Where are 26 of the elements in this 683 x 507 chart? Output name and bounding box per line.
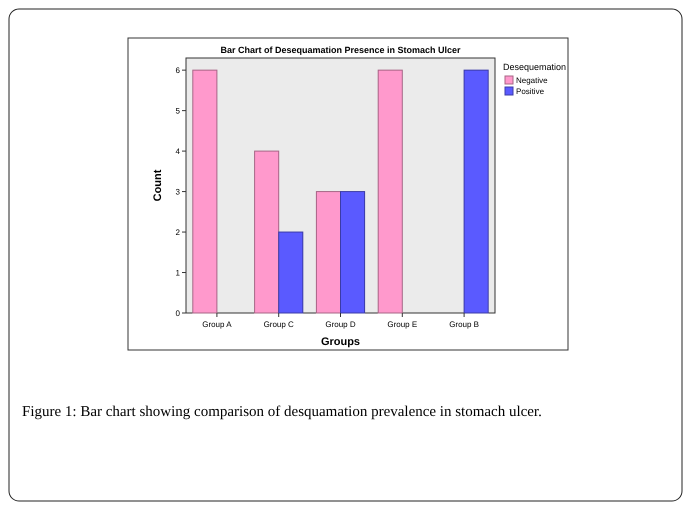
bar: [464, 70, 489, 314]
bar: [340, 191, 366, 314]
bar: [378, 70, 403, 314]
x-tick-label: Group B: [449, 320, 479, 329]
legend-label: Positive: [516, 87, 545, 96]
y-tick-label: 1: [176, 268, 181, 278]
legend-title: Desequemation: [503, 62, 566, 72]
y-axis-title: Count: [152, 169, 164, 202]
y-tick-label: 6: [176, 66, 181, 76]
y-tick-label: 0: [176, 309, 181, 318]
bar: [278, 232, 304, 314]
bar: [254, 150, 280, 314]
y-tick-label: 3: [176, 188, 181, 197]
y-tick-label: 5: [176, 106, 181, 116]
x-tick-label: Group A: [202, 320, 232, 329]
y-tick-label: 4: [176, 147, 181, 156]
legend-label: Negative: [516, 76, 548, 85]
y-tick-label: 2: [176, 228, 181, 238]
bar: [192, 70, 218, 314]
x-tick-label: Group C: [264, 320, 294, 329]
x-tick-label: Group E: [387, 320, 418, 329]
x-axis-title: Groups: [320, 336, 360, 348]
bar: [316, 191, 341, 314]
chart-title: Bar Chart of Desequamation Presence in Stomach Ulcer: [220, 45, 462, 55]
caption: Figure 1: Bar chart showing comparison of desquamation prevalence in stomach ulcer.: [22, 403, 543, 422]
x-tick-label: Group D: [325, 320, 356, 329]
